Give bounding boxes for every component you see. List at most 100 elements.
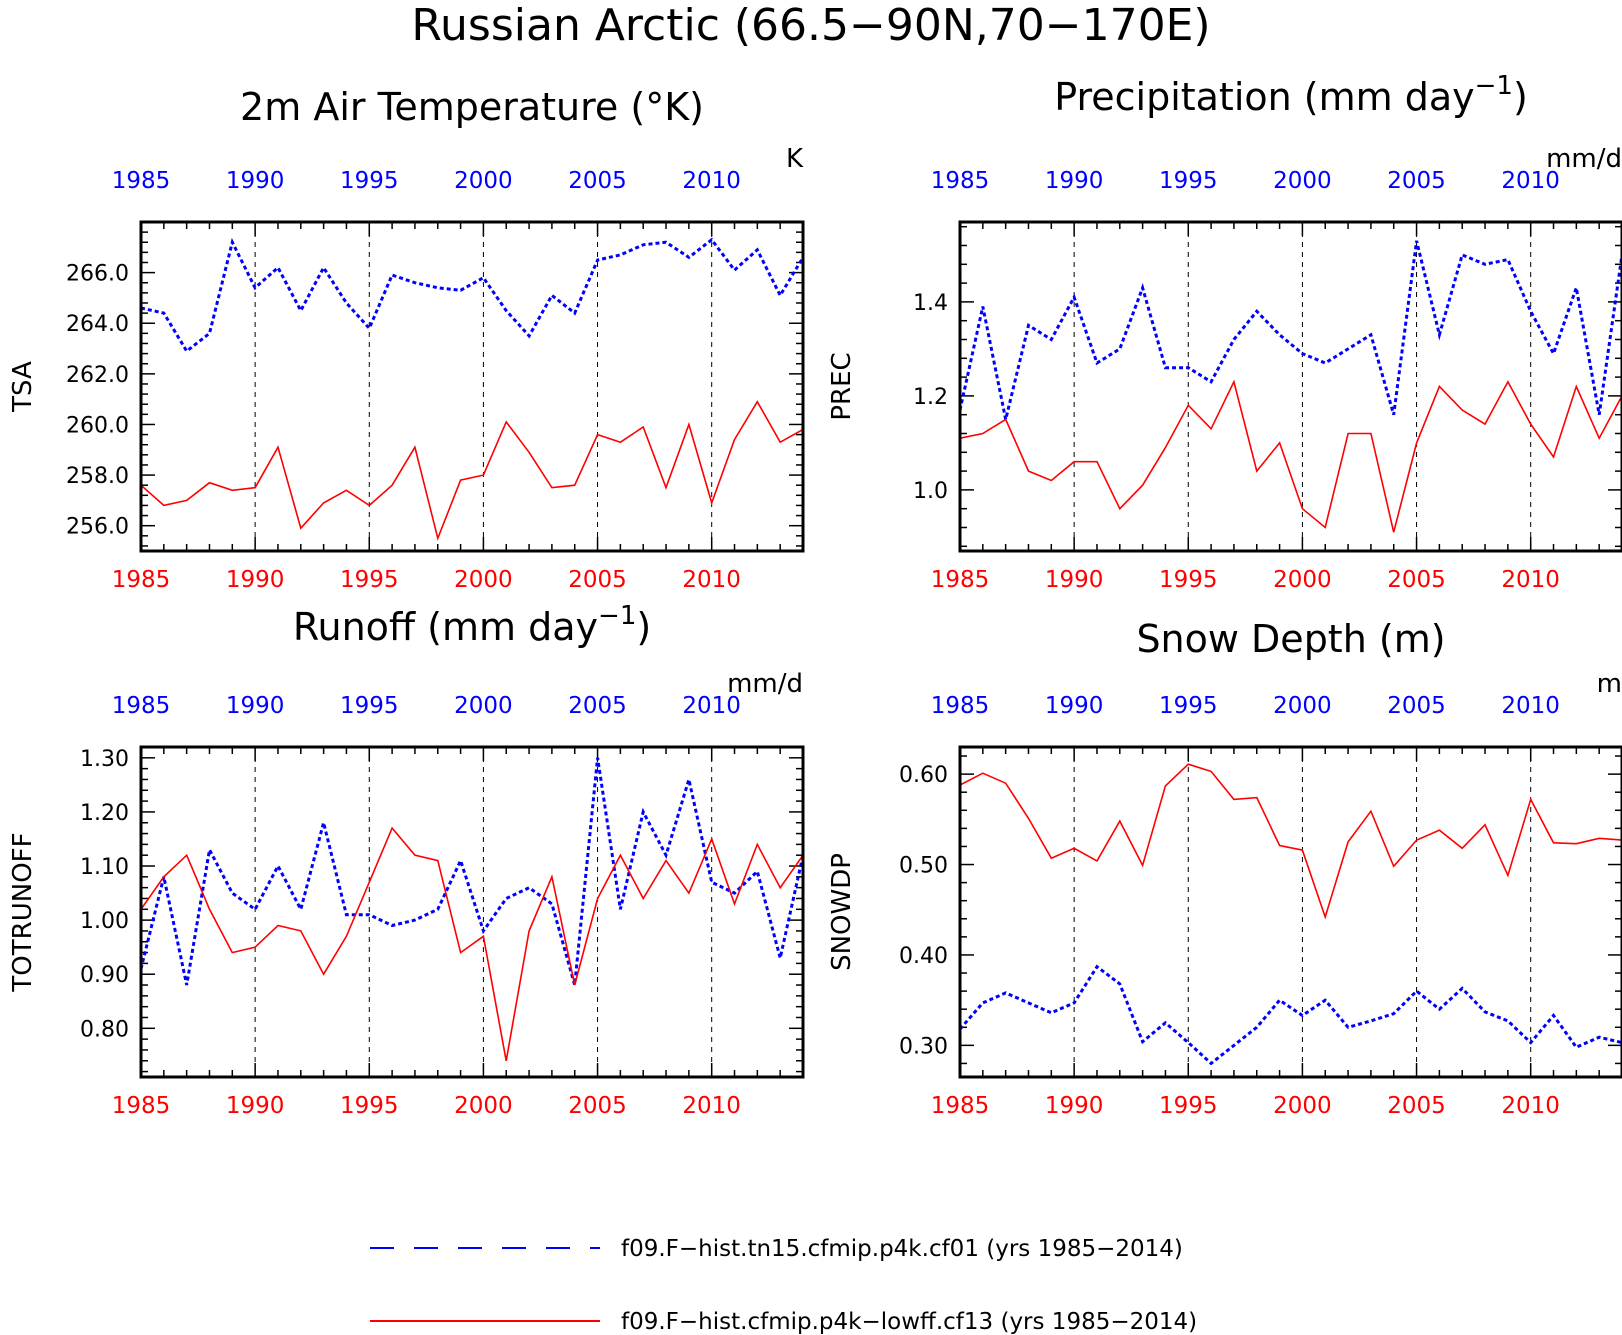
y-tick-label: 256.0 [66,515,129,540]
unit-label: mm/d [727,669,803,699]
x-tick-label-bottom: 2000 [454,567,513,593]
x-tick-label-top: 2005 [568,693,627,719]
y-axis-label: TOTRUNOFF [8,832,38,992]
panel-title: Runoff (mm day−1) [293,601,651,649]
y-tick-label: 0.30 [899,1034,948,1059]
y-tick-label: 1.0 [913,479,948,504]
x-tick-label-bottom: 2005 [1387,1093,1446,1119]
x-tick-label-top: 2010 [682,693,741,719]
x-tick-label-top: 1995 [1159,693,1218,719]
x-tick-label-top: 1985 [112,693,171,719]
panel-title-main: Runoff (mm day [293,605,598,649]
unit-label: m [1597,669,1622,699]
x-tick-label-bottom: 2010 [1501,1093,1560,1119]
panel-title: 2m Air Temperature (°K) [240,85,704,129]
x-tick-label-bottom: 1990 [1045,567,1104,593]
x-tick-label-bottom: 1990 [226,1093,285,1119]
x-tick-label-bottom: 1995 [1159,567,1218,593]
unit-label: mm/d [1546,144,1622,174]
y-tick-label: 266.0 [66,262,129,287]
x-tick-label-bottom: 2005 [568,567,627,593]
x-tick-label-top: 1990 [1045,168,1104,194]
panel-title-main: Snow Depth (m) [1136,617,1445,661]
x-tick-label-bottom: 2010 [1501,567,1560,593]
y-tick-label: 0.50 [899,854,948,879]
x-tick-label-top: 2010 [682,168,741,194]
plot-frame [958,220,1622,553]
panel-totrunoff: Runoff (mm day−1) mm/d 0.80 0.90 1.00 1.10 1.2… [8,601,805,1119]
y-tick-label: 262.0 [66,363,129,388]
panel-title-end: ) [1513,75,1528,119]
series-line-red [960,763,1622,920]
y-tick-label: 260.0 [66,413,129,438]
plot-frame [139,220,805,553]
x-tick-label-bottom: 1985 [112,567,171,593]
y-tick-label: 1.20 [80,801,129,826]
x-tick-label-top: 2005 [1387,168,1446,194]
x-tick-label-top: 2005 [568,168,627,194]
y-tick-label: 1.4 [913,291,948,316]
panel-title-end: ) [636,605,651,649]
unit-label: K [786,144,804,174]
x-tick-label-top: 1995 [340,693,399,719]
plot-frame [958,745,1622,1079]
legend-label: f09.F−hist.cfmip.p4k−lowff.cf13 (yrs 198… [621,1309,1197,1335]
x-tick-label-bottom: 2000 [454,1093,513,1119]
series-line-red [960,379,1622,533]
x-tick-label-top: 1990 [226,168,285,194]
x-tick-label-top: 1985 [112,168,171,194]
x-tick-label-bottom: 1995 [340,567,399,593]
x-tick-label-bottom: 1995 [340,1093,399,1119]
y-tick-label: 0.80 [80,1017,129,1042]
legend: f09.F−hist.tn15.cfmip.p4k.cf01 (yrs 1985… [370,1236,1197,1335]
series-line-red [141,400,803,541]
legend-label: f09.F−hist.tn15.cfmip.p4k.cf01 (yrs 1985… [621,1236,1183,1262]
series-line-blue [141,757,803,986]
panel-title-superscript: −1 [598,601,636,631]
x-tick-label-bottom: 1985 [112,1093,171,1119]
x-tick-label-bottom: 2000 [1273,1093,1332,1119]
y-tick-label: 1.30 [80,747,129,772]
x-tick-label-top: 2000 [1273,693,1332,719]
x-tick-label-bottom: 2005 [1387,567,1446,593]
x-tick-label-top: 2005 [1387,693,1446,719]
x-tick-label-bottom: 1985 [931,1093,990,1119]
x-tick-label-top: 2000 [1273,168,1332,194]
panel-title: Precipitation (mm day−1) [1054,71,1528,119]
x-tick-label-bottom: 2000 [1273,567,1332,593]
panels: 2m Air Temperature (°K) K 256.0 258.0 260.0 2… [8,71,1622,1119]
panel-prec: Precipitation (mm day−1) mm/d 1.0 1.2 1.4 198… [827,71,1622,593]
panel-title: Snow Depth (m) [1136,617,1445,661]
y-tick-label: 264.0 [66,312,129,337]
x-tick-label-bottom: 2005 [568,1093,627,1119]
x-tick-label-bottom: 2010 [682,567,741,593]
x-tick-label-top: 2000 [454,693,513,719]
x-tick-label-bottom: 1990 [226,567,285,593]
x-tick-label-top: 1995 [1159,168,1218,194]
y-axis-label: PREC [827,352,857,420]
panel-title-main: Precipitation (mm day [1054,75,1474,119]
y-tick-label: 1.00 [80,909,129,934]
y-tick-label: 1.10 [80,855,129,880]
plot-frame [139,745,805,1079]
x-tick-label-top: 2010 [1501,693,1560,719]
x-tick-label-top: 2000 [454,168,513,194]
y-tick-label: 0.60 [899,763,948,788]
y-tick-label: 0.90 [80,963,129,988]
series-line-blue [141,237,803,354]
x-tick-label-bottom: 1985 [931,567,990,593]
x-tick-label-top: 1990 [226,693,285,719]
y-axis-label: SNOWDP [827,853,857,971]
x-tick-label-top: 1995 [340,168,399,194]
series-line-red [141,826,803,1061]
figure-title: Russian Arctic (66.5−90N,70−170E) [411,0,1210,51]
y-tick-label: 0.40 [899,944,948,969]
x-tick-label-bottom: 1990 [1045,1093,1104,1119]
x-tick-label-bottom: 1995 [1159,1093,1218,1119]
panel-title-main: 2m Air Temperature (°K) [240,85,704,129]
series-line-blue [960,240,1622,420]
panel-title-superscript: −1 [1475,71,1513,101]
panel-snowdp: Snow Depth (m) m 0.30 0.40 0.50 0.60 1985 1985 1… [827,617,1622,1119]
panel-tsa: 2m Air Temperature (°K) K 256.0 258.0 260.0 2… [8,85,805,593]
x-tick-label-top: 1990 [1045,693,1104,719]
